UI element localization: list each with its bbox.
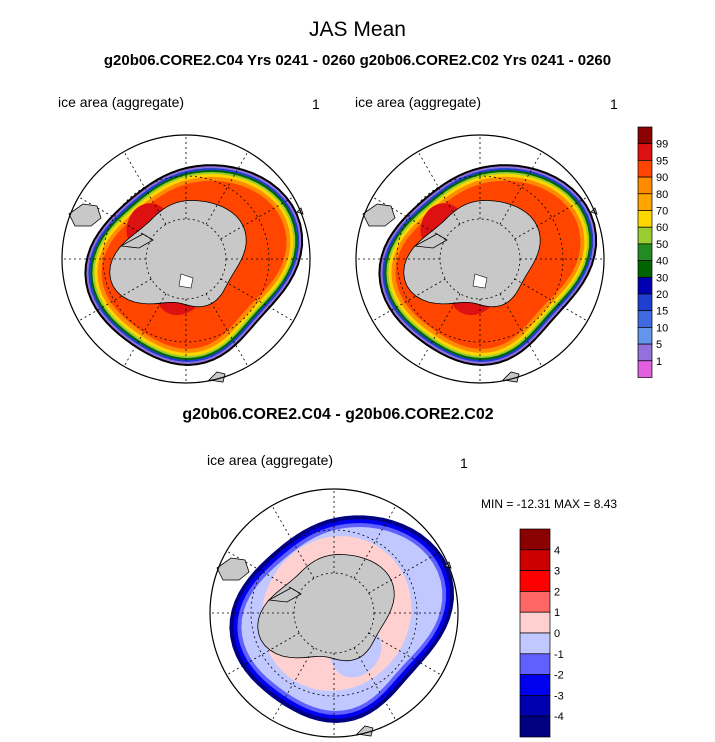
left-polar-map <box>61 134 311 384</box>
colorbar-tick-label: 1 <box>656 356 662 368</box>
south-america-landmass <box>216 557 250 581</box>
page-title: JAS Mean <box>309 18 406 41</box>
ice-field <box>378 164 598 367</box>
antarctic-peninsula <box>413 233 448 249</box>
latitude-circle <box>396 175 564 343</box>
right-polar-map <box>355 134 605 384</box>
colorbar-tick-label: 3 <box>554 566 560 578</box>
diff-panel-label: ice area (aggregate) <box>207 452 334 468</box>
colorbar-tick-label: 90 <box>656 172 668 184</box>
colorbar-tick-label: -1 <box>554 649 564 661</box>
colorbar-box <box>637 343 653 362</box>
colorbar-box <box>637 327 653 345</box>
right-panel-label: ice area (aggregate) <box>355 94 482 110</box>
colorbar-tick-label: 20 <box>656 289 668 301</box>
colorbar-tick-label: 2 <box>554 586 560 598</box>
colorbar-tick-label: 95 <box>656 155 668 167</box>
colorbar-box <box>519 632 551 655</box>
colorbar-box <box>519 570 551 592</box>
colorbar-box <box>637 260 653 278</box>
colorbar-tick-label: 15 <box>656 306 668 318</box>
colorbar-box <box>519 653 551 675</box>
map-border <box>61 134 311 384</box>
colorbar-box <box>637 176 653 195</box>
difference-polar-map <box>209 488 459 738</box>
meridian-line <box>78 278 152 322</box>
left-panel-label: ice area (aggregate) <box>58 94 185 110</box>
colorbar-box <box>637 243 653 261</box>
ice-shelf <box>472 273 488 289</box>
colorbar-tick-label: 5 <box>656 339 662 351</box>
colorbar-box <box>637 293 653 312</box>
colorbar-tick-label: 30 <box>656 272 668 284</box>
ice-edge-contour <box>84 164 304 367</box>
colorbar-tick-label: 10 <box>656 322 668 334</box>
colorbar-tick-label: 80 <box>656 189 668 201</box>
colorbar-tick-label: -3 <box>554 690 564 702</box>
min-max-readout: MIN = -12.31 MAX = 8.43 <box>481 497 618 511</box>
diff-panel-number: 1 <box>460 455 468 471</box>
colorbar-tick-label: -2 <box>554 670 564 682</box>
ice-edge-contour <box>378 164 598 367</box>
antarctic-peninsula <box>267 587 302 603</box>
map-border <box>209 488 459 738</box>
latitude-circle <box>250 529 418 697</box>
difference-colorbar: 4 3 2 1 0 -1 -2 -3 -4 <box>519 528 564 738</box>
colorbar-tick-label: 60 <box>656 222 668 234</box>
colorbar-box <box>637 226 653 245</box>
colorbar-box <box>637 210 653 228</box>
colorbar-tick-label: 1 <box>554 607 560 619</box>
colorbar-box <box>519 611 551 634</box>
colorbar-box <box>637 360 653 378</box>
colorbar-box <box>519 528 551 551</box>
left-panel-number: 1 <box>312 96 320 112</box>
antarctic-peninsula <box>119 233 154 249</box>
colorbar-tick-label: 40 <box>656 256 668 268</box>
difference-field <box>229 515 454 723</box>
colorbar-tick-label: -4 <box>554 711 564 723</box>
colorbar-box <box>519 715 551 738</box>
meridian-line <box>78 196 152 240</box>
ice-area-colorbar: 99 95 90 80 70 60 50 40 30 20 15 10 5 1 <box>637 126 668 378</box>
colorbar-box <box>519 591 551 613</box>
colorbar-tick-label: 70 <box>656 206 668 218</box>
map-border <box>355 134 605 384</box>
colorbar-box <box>637 160 653 178</box>
colorbar-box <box>519 674 551 696</box>
colorbar-box <box>637 276 653 295</box>
case-subtitle: g20b06.CORE2.C04 Yrs 0241 - 0260 g20b06.… <box>103 52 612 69</box>
colorbar-box <box>637 310 653 328</box>
difference-title: g20b06.CORE2.C04 - g20b06.CORE2.C02 <box>182 406 494 423</box>
colorbar-box <box>637 143 653 161</box>
ice-shelf <box>178 273 194 289</box>
colorbar-tick-label: 99 <box>656 139 668 151</box>
colorbar-box <box>637 193 653 211</box>
colorbar-box <box>519 695 551 717</box>
latitude-circle <box>102 175 270 343</box>
ice-field <box>84 164 304 367</box>
right-panel-number: 1 <box>610 96 618 112</box>
colorbar-box <box>637 126 653 145</box>
south-america-landmass <box>68 203 102 227</box>
colorbar-tick-label: 0 <box>554 628 560 640</box>
colorbar-tick-label: 50 <box>656 239 668 251</box>
colorbar-tick-label: 4 <box>554 545 560 557</box>
colorbar-box <box>519 549 551 571</box>
south-america-landmass <box>362 203 396 227</box>
